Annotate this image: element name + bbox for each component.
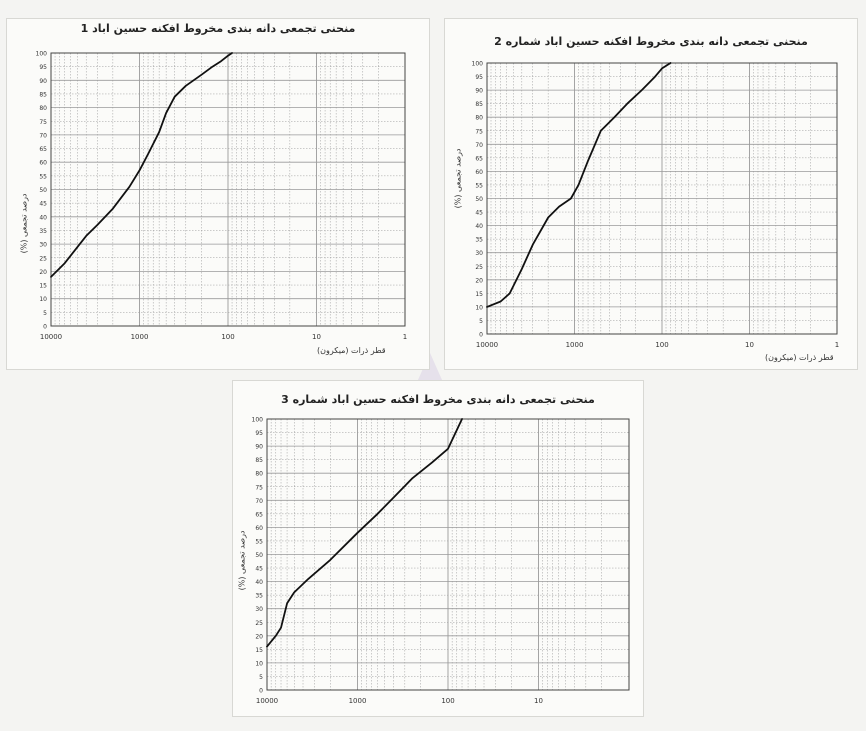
x-tick-label: 10000 <box>476 341 498 349</box>
y-tick-label: 50 <box>255 552 263 559</box>
x-tick-label: 1000 <box>131 333 149 341</box>
y-tick-label: 65 <box>39 146 47 153</box>
y-tick-label: 5 <box>259 674 263 681</box>
chart-panel-2: منحنی تجمعی دانه بندی مخروط افکنه حسین ا… <box>444 18 858 370</box>
y-tick-label: 15 <box>255 647 263 654</box>
y-tick-label: 35 <box>255 593 263 600</box>
y-tick-label: 90 <box>475 88 483 95</box>
y-tick-label: 85 <box>475 101 483 108</box>
y-tick-label: 95 <box>475 74 483 81</box>
y-tick-label: 20 <box>475 277 483 284</box>
y-tick-label: 20 <box>39 269 47 276</box>
y-tick-label: 25 <box>255 620 263 627</box>
chart-plot: 0 5 10 15 20 25 30 35 40 45 50 55 60 65 70 75 80 85 90 95 10… <box>472 61 840 350</box>
y-tick-label: 60 <box>475 169 483 176</box>
x-tick-label: 1 <box>403 333 407 341</box>
x-tick-label: 1000 <box>566 341 584 349</box>
x-tick-label: 1000 <box>349 697 367 705</box>
chart-title: منحنی تجمعی دانه بندی مخروط افکنه حسین ا… <box>80 22 356 35</box>
y-tick-label: 0 <box>43 324 47 331</box>
y-tick-label: 70 <box>39 132 47 139</box>
y-tick-label: 35 <box>39 228 47 235</box>
x-tick-label: 100 <box>441 697 454 705</box>
y-tick-label: 85 <box>39 91 47 98</box>
y-tick-label: 60 <box>255 525 263 532</box>
plot-frame <box>50 52 406 327</box>
y-tick-label: 20 <box>255 633 263 640</box>
x-tick-label: 10 <box>312 333 321 341</box>
y-tick-label: 95 <box>39 64 47 71</box>
y-tick-label: 65 <box>255 511 263 518</box>
plot-frame <box>266 418 630 691</box>
x-tick-label: 10000 <box>256 697 278 705</box>
chart-panel-1: منحنی تجمعی دانه بندی مخروط افکنه حسین ا… <box>6 18 430 370</box>
y-tick-label: 100 <box>252 417 264 424</box>
x-axis-label: قطر ذرات (میکرون) <box>317 346 386 355</box>
y-tick-label: 45 <box>255 566 263 573</box>
y-tick-label: 50 <box>39 187 47 194</box>
y-tick-label: 15 <box>39 283 47 290</box>
series-line <box>266 418 463 648</box>
y-tick-label: 80 <box>475 115 483 122</box>
y-axis-label: درصد تجمعی (%) <box>453 148 463 209</box>
series-line <box>50 52 233 278</box>
y-tick-label: 60 <box>39 160 47 167</box>
y-tick-label: 70 <box>475 142 483 149</box>
y-tick-label: 5 <box>479 318 483 325</box>
y-tick-label: 40 <box>475 223 483 230</box>
y-tick-label: 5 <box>43 310 47 317</box>
y-tick-label: 25 <box>39 255 47 262</box>
y-tick-label: 10 <box>255 660 263 667</box>
y-tick-label: 0 <box>479 332 483 339</box>
y-tick-label: 80 <box>255 471 263 478</box>
y-tick-label: 30 <box>39 242 47 249</box>
chart-plot: 0 5 10 15 20 25 30 35 40 45 50 55 60 65 70 75 80 85 90 95 10… <box>252 417 630 705</box>
y-tick-label: 75 <box>255 484 263 491</box>
y-tick-label: 95 <box>255 430 263 437</box>
y-tick-label: 75 <box>39 119 47 126</box>
x-tick-label: 100 <box>221 333 234 341</box>
y-tick-label: 55 <box>475 182 483 189</box>
y-tick-label: 75 <box>475 128 483 135</box>
y-tick-label: 25 <box>475 264 483 271</box>
chart-title: منحنی تجمعی دانه بندی مخروط افکنه حسین ا… <box>494 35 808 48</box>
x-axis-label: قطر ذرات (میکرون) <box>765 353 834 362</box>
y-tick-label: 15 <box>475 291 483 298</box>
chart-panel-3: منحنی تجمعی دانه بندی مخروط افکنه حسین ا… <box>232 380 644 717</box>
plot-frame <box>486 62 838 335</box>
x-tick-label: 10 <box>534 697 543 705</box>
y-tick-label: 90 <box>39 78 47 85</box>
y-axis-label: درصد تجمعی (%) <box>19 193 29 254</box>
y-tick-label: 0 <box>259 688 263 695</box>
x-tick-label: 1 <box>835 341 839 349</box>
y-tick-label: 100 <box>36 51 48 58</box>
x-tick-label: 10000 <box>40 333 62 341</box>
y-tick-label: 45 <box>475 210 483 217</box>
y-axis-label: درصد تجمعی (%) <box>237 530 247 591</box>
x-tick-label: 10 <box>745 341 754 349</box>
y-tick-label: 45 <box>39 201 47 208</box>
y-tick-label: 35 <box>475 237 483 244</box>
y-tick-label: 55 <box>255 538 263 545</box>
chart-title: منحنی تجمعی دانه بندی مخروط افکنه حسین ا… <box>281 393 595 406</box>
y-tick-label: 30 <box>255 606 263 613</box>
y-tick-label: 80 <box>39 105 47 112</box>
series-line <box>486 62 672 308</box>
y-tick-label: 30 <box>475 250 483 257</box>
y-tick-label: 90 <box>255 444 263 451</box>
chart-plot: 0 5 10 15 20 25 30 35 40 45 50 55 60 65 70 75 80 85 90 95 10… <box>36 51 408 342</box>
y-tick-label: 40 <box>39 214 47 221</box>
y-tick-label: 55 <box>39 173 47 180</box>
y-tick-label: 40 <box>255 579 263 586</box>
y-tick-label: 70 <box>255 498 263 505</box>
y-tick-label: 85 <box>255 457 263 464</box>
y-tick-label: 100 <box>472 61 484 68</box>
y-tick-label: 50 <box>475 196 483 203</box>
y-tick-label: 10 <box>39 296 47 303</box>
x-tick-label: 100 <box>655 341 668 349</box>
y-tick-label: 65 <box>475 155 483 162</box>
y-tick-label: 10 <box>475 304 483 311</box>
